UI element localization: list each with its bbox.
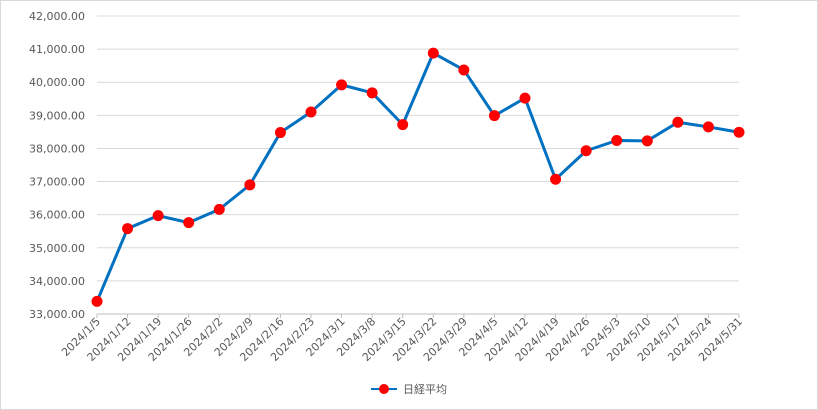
- data-point: [580, 145, 592, 157]
- data-point: [519, 92, 531, 104]
- series-line: [95, 51, 740, 302]
- y-tick-label: 40,000.00: [29, 76, 85, 89]
- data-point: [213, 203, 225, 215]
- data-point: [641, 135, 653, 147]
- y-tick-label: 35,000.00: [29, 242, 85, 255]
- y-tick-label: 36,000.00: [29, 209, 85, 222]
- y-tick-label: 33,000.00: [29, 308, 85, 321]
- y-tick-label: 37,000.00: [29, 176, 85, 189]
- data-point: [702, 121, 714, 133]
- y-tick-label: 38,000.00: [29, 142, 85, 155]
- data-point: [488, 110, 500, 122]
- data-point: [122, 223, 134, 235]
- data-point: [336, 79, 348, 91]
- data-point: [397, 119, 409, 131]
- data-point: [672, 116, 684, 128]
- data-point: [244, 179, 256, 191]
- data-point: [305, 106, 317, 118]
- data-point: [550, 173, 562, 185]
- data-point: [611, 134, 623, 146]
- data-point: [366, 87, 378, 99]
- data-point: [152, 210, 164, 222]
- data-point: [274, 127, 286, 139]
- line-chart: 33,000.00 34,000.00 35,000.00 36,000.00 37,0…: [29, 10, 745, 364]
- y-tick-label: 41,000.00: [29, 43, 85, 56]
- data-point: [458, 64, 470, 76]
- legend-swatch: [371, 384, 397, 394]
- legend: 日経平均: [1, 381, 817, 397]
- data-point: [183, 217, 195, 229]
- y-tick-label: 39,000.00: [29, 109, 85, 122]
- data-point: [91, 295, 103, 307]
- legend-label: 日経平均: [403, 383, 447, 396]
- y-tick-label: 42,000.00: [29, 10, 85, 23]
- data-point: [427, 47, 439, 59]
- y-tick-label: 34,000.00: [29, 275, 85, 288]
- data-point: [733, 126, 745, 138]
